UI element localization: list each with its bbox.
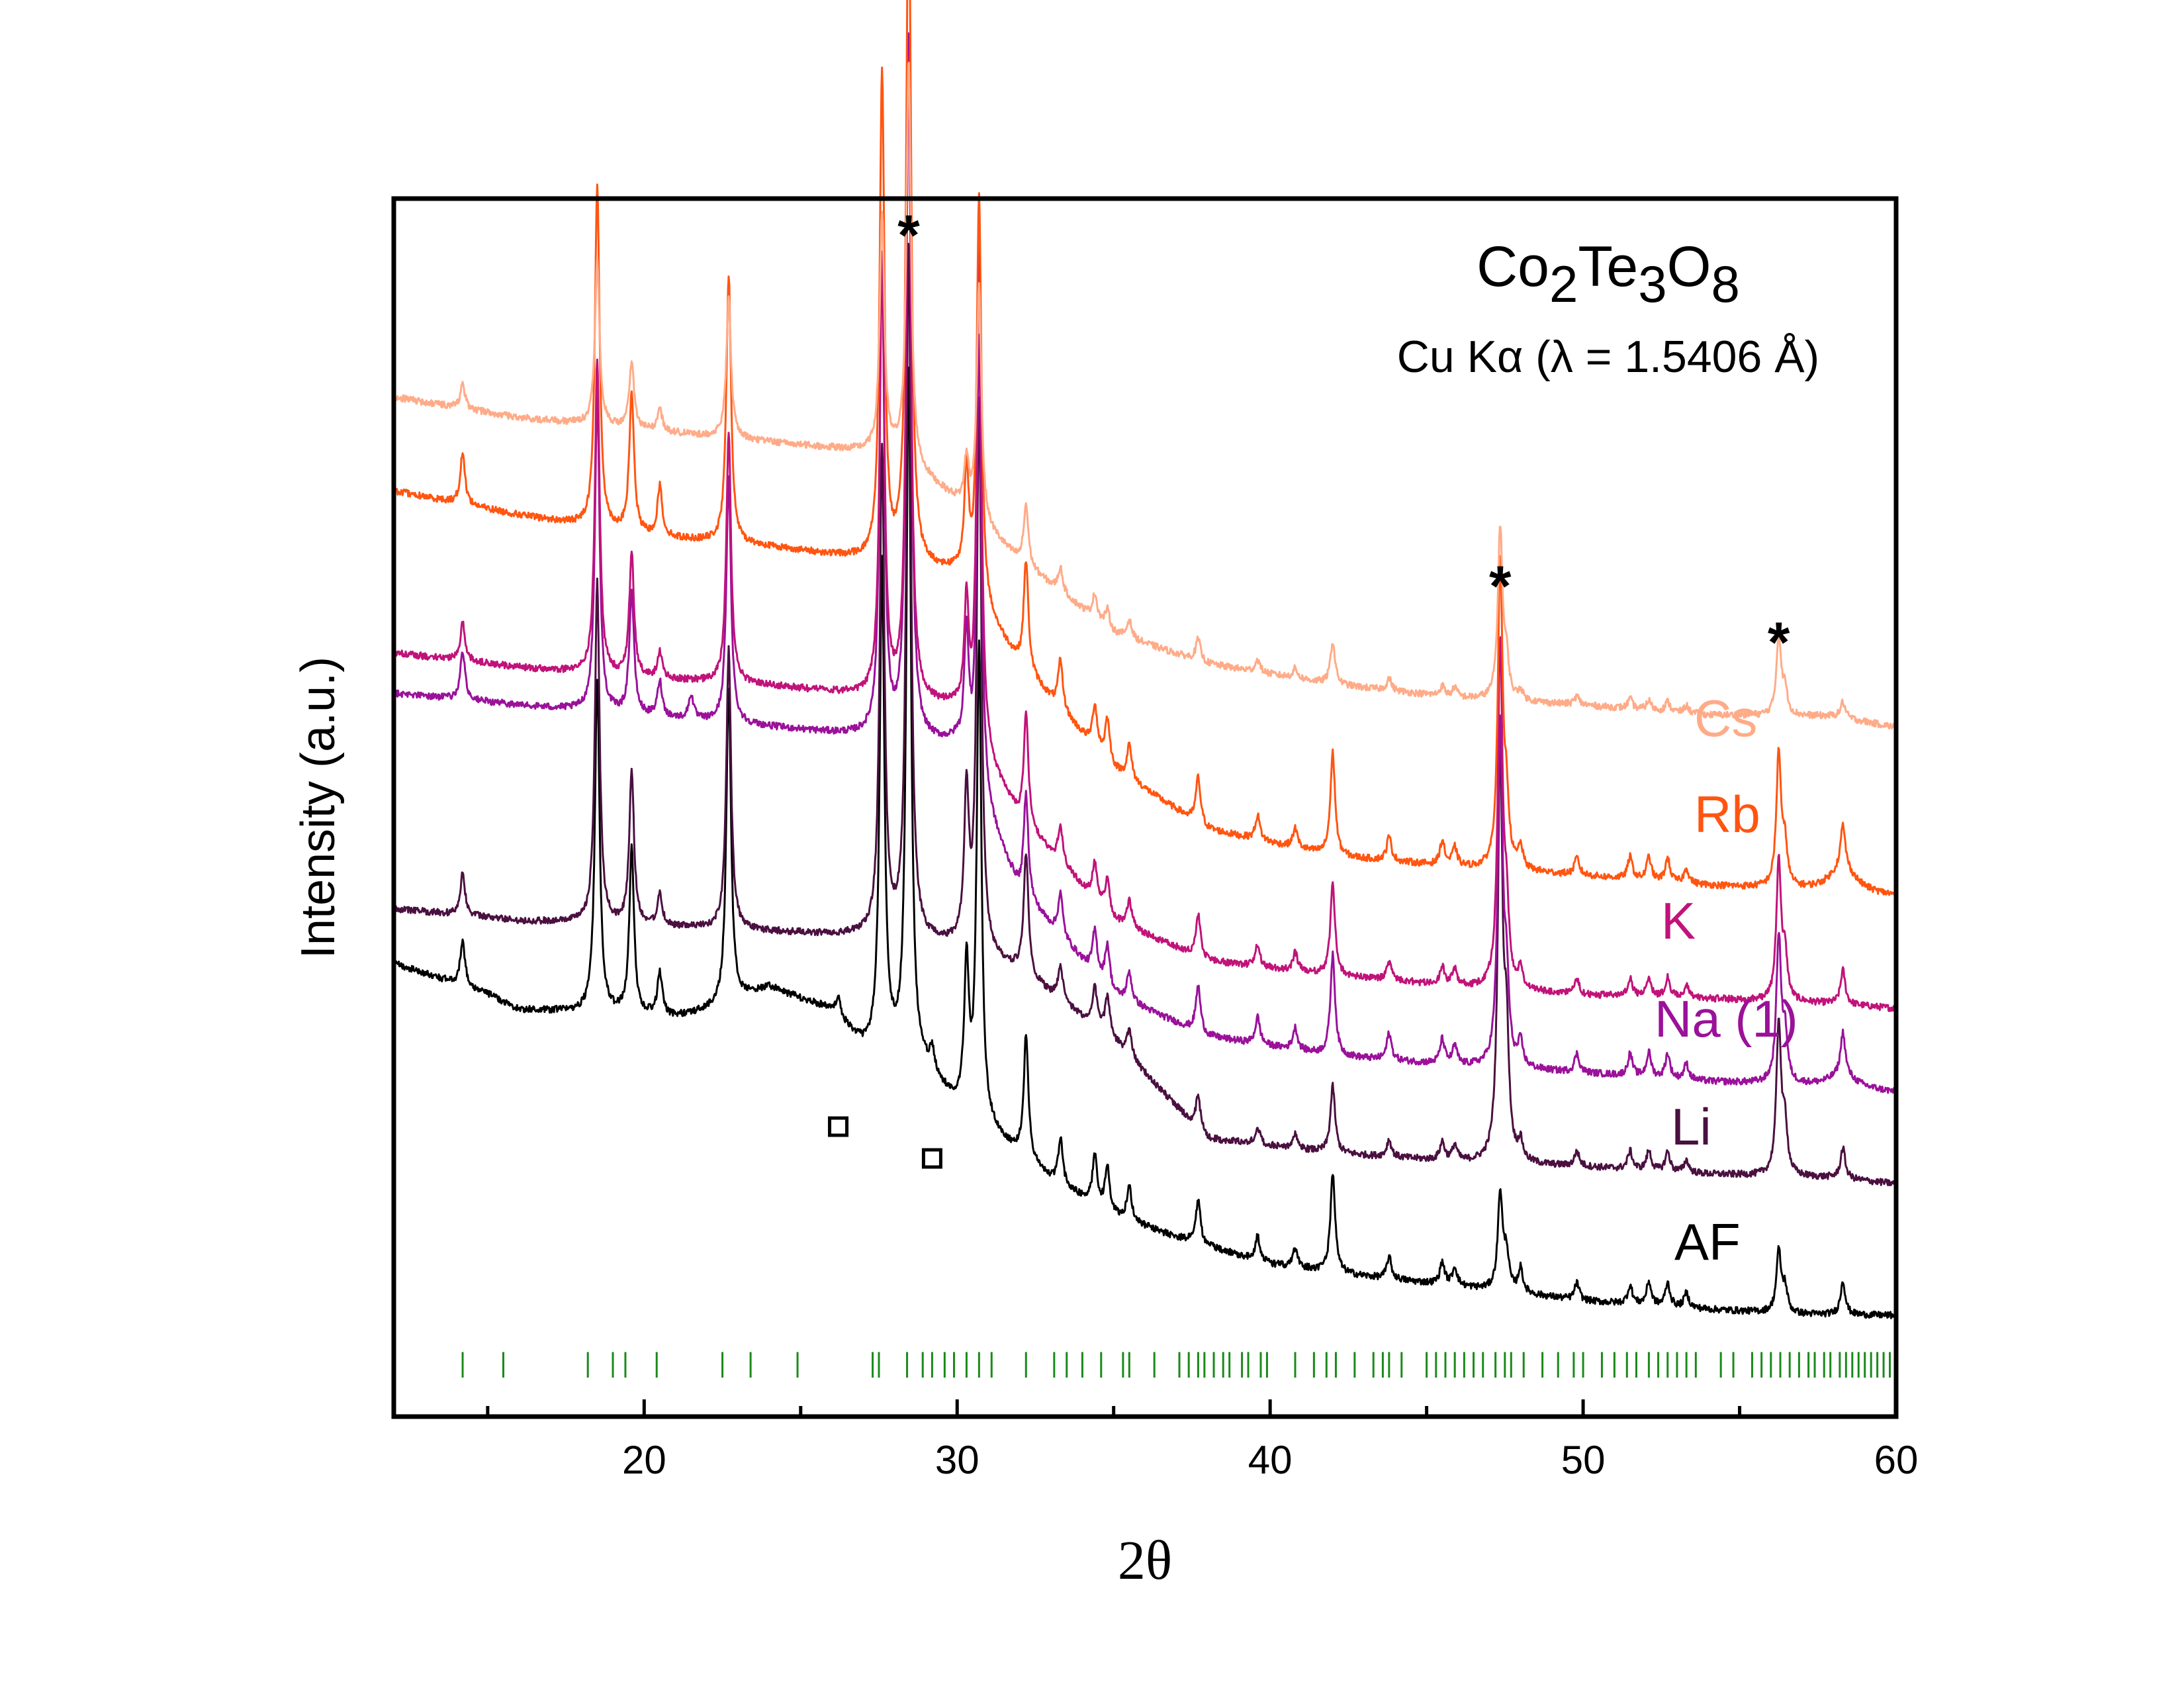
star-annotation: * bbox=[1489, 555, 1512, 618]
title-sub3: 8 bbox=[1711, 255, 1740, 313]
title-mid: Te bbox=[1578, 235, 1638, 299]
plot-frame bbox=[391, 196, 1899, 1419]
series-label: Na (1) bbox=[1655, 990, 1798, 1048]
chart-title: Co2Te3O8 bbox=[1477, 235, 1740, 313]
x-axis-ticks: 20 30 40 50 60 bbox=[486, 1399, 1919, 1482]
series-line bbox=[392, 242, 1897, 1187]
markers: * * * bbox=[828, 204, 1790, 1169]
x-tick-label: 20 bbox=[622, 1438, 666, 1482]
star-annotation: * bbox=[897, 204, 920, 267]
series-label: Li bbox=[1671, 1098, 1711, 1156]
series-label: Rb bbox=[1694, 785, 1760, 843]
series-line bbox=[392, 62, 1897, 731]
series-line bbox=[392, 0, 1897, 896]
series-line bbox=[392, 366, 1897, 1319]
series-labels: AF Li Na (1) K Rb Cs bbox=[1655, 689, 1798, 1271]
x-tick-label: 30 bbox=[935, 1438, 979, 1482]
x-tick-label: 40 bbox=[1248, 1438, 1293, 1482]
series-label: Cs bbox=[1694, 689, 1757, 747]
impurity-marker bbox=[828, 1116, 849, 1137]
x-axis-title: 2θ bbox=[1118, 1530, 1172, 1591]
title-sub2: 3 bbox=[1638, 255, 1666, 313]
chart-subtitle: Cu Kα (λ = 1.5406 Å) bbox=[1397, 332, 1819, 382]
reference-ticks bbox=[461, 1352, 1891, 1378]
x-tick-label: 50 bbox=[1561, 1438, 1606, 1482]
title-end: O bbox=[1667, 235, 1711, 299]
traces bbox=[392, 0, 1897, 1319]
series-line bbox=[393, 54, 1897, 1012]
series-line bbox=[392, 32, 1897, 1094]
x-tick-label: 60 bbox=[1874, 1438, 1919, 1482]
series-label: AF bbox=[1674, 1213, 1741, 1271]
series-label: K bbox=[1661, 892, 1696, 950]
star-annotation: * bbox=[1768, 611, 1790, 675]
title-main: Co bbox=[1477, 235, 1549, 299]
impurity-marker bbox=[921, 1148, 942, 1169]
y-axis-title: Intensity (a.u.) bbox=[292, 657, 345, 959]
title-sub1: 2 bbox=[1549, 255, 1578, 313]
